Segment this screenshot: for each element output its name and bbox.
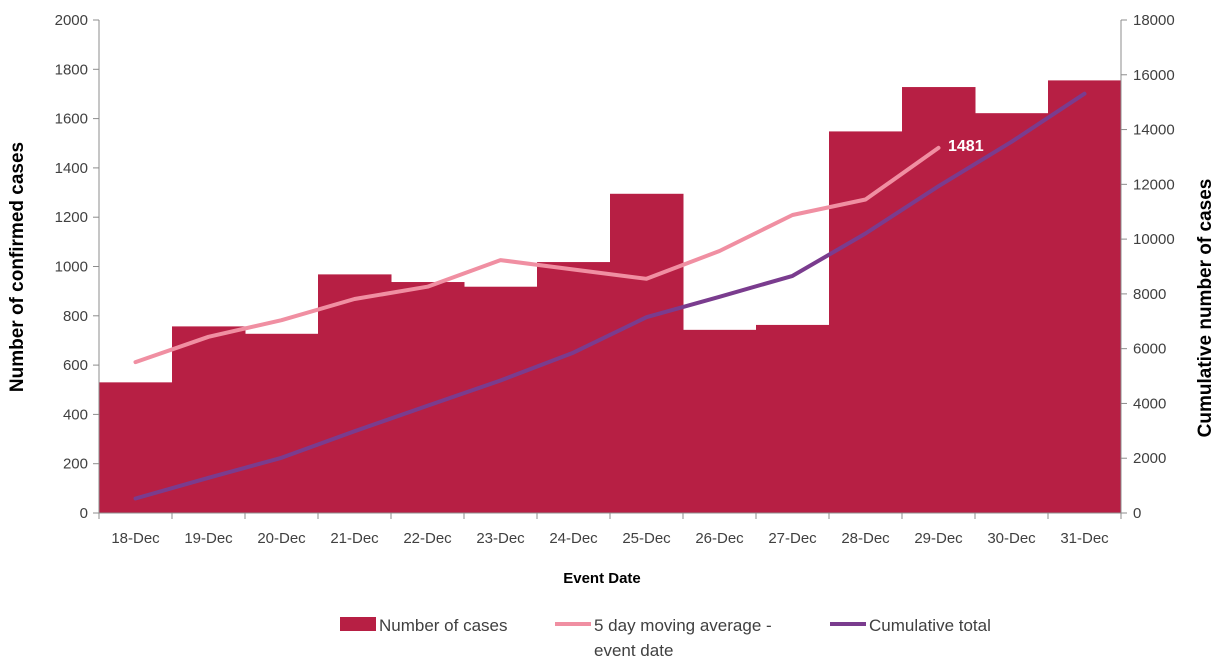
legend-swatch-bar [340,617,376,631]
line-5-day-moving-average-event-date [133,145,941,365]
bar-23-Dec [464,286,538,513]
bar-29-Dec [902,87,976,513]
line-cumulative-total [133,91,1087,501]
legend-label-cases: Number of cases [379,616,508,635]
left-tick-label: 1400 [55,160,88,177]
legend-item-cumulative: Cumulative total [830,616,991,635]
bar-19-Dec [172,326,246,513]
legend-item-moving-average: 5 day moving average - event date [555,616,772,660]
x-tick-label: 26-Dec [695,530,744,547]
left-tick-label: 1600 [55,111,88,128]
bar-21-Dec [318,274,392,513]
right-axis-ticks: 0 2000 4000 6000 8000 10000 12000 14000 16000 180… [1121,12,1175,522]
right-tick-label: 14000 [1133,122,1175,139]
x-tick-label: 22-Dec [403,530,452,547]
bar-25-Dec [610,193,684,513]
legend-label-moving-average-1: 5 day moving average - [594,616,772,635]
x-axis-title: Event Date [563,570,641,587]
x-tick-label: 28-Dec [841,530,890,547]
right-tick-label: 12000 [1133,176,1175,193]
right-tick-label: 0 [1133,505,1141,522]
y-axis-title: Number of confirmed cases [7,142,28,392]
x-tick-label: 23-Dec [476,530,525,547]
x-tick-label: 19-Dec [184,530,233,547]
x-tick-label: 30-Dec [987,530,1036,547]
bar-31-Dec [1048,80,1122,513]
x-axis-ticks: 18-Dec 19-Dec 20-Dec 21-Dec 22-Dec 23-Dec 24-D… [98,513,1122,547]
x-tick-label: 31-Dec [1060,530,1109,547]
x-tick-label: 18-Dec [111,530,160,547]
y2-axis-title: Cumulative number of cases [1195,179,1216,438]
left-tick-label: 800 [63,308,88,325]
bar-series [99,80,1122,513]
left-tick-label: 400 [63,406,88,423]
left-axis-ticks: 0 200 400 600 800 1000 1200 1400 1600 1800 2000 [55,12,99,522]
left-tick-label: 200 [63,456,88,473]
bar-26-Dec [683,329,757,513]
right-tick-label: 16000 [1133,67,1175,84]
bar-18-Dec [99,382,173,513]
left-tick-label: 2000 [55,12,88,29]
bar-30-Dec [975,113,1049,513]
bar-24-Dec [537,262,611,513]
bar-28-Dec [829,131,903,513]
moving-average-annotation: 1481 [948,138,984,155]
right-tick-label: 6000 [1133,341,1166,358]
right-tick-label: 8000 [1133,286,1166,303]
right-tick-label: 4000 [1133,395,1166,412]
left-tick-label: 1000 [55,259,88,276]
x-tick-label: 29-Dec [914,530,963,547]
legend-label-moving-average-2: event date [594,641,673,660]
bar-27-Dec [756,324,830,513]
right-tick-label: 2000 [1133,450,1166,467]
bar-20-Dec [245,333,319,513]
left-tick-label: 600 [63,357,88,374]
x-tick-label: 20-Dec [257,530,306,547]
line-series [133,91,1087,501]
left-tick-label: 1200 [55,209,88,226]
legend-label-cumulative: Cumulative total [869,616,991,635]
left-tick-label: 1800 [55,61,88,78]
x-tick-label: 24-Dec [549,530,598,547]
right-tick-label: 18000 [1133,12,1175,29]
left-tick-label: 0 [80,505,88,522]
x-tick-label: 25-Dec [622,530,671,547]
legend-item-number-of-cases: Number of cases [340,616,508,635]
right-tick-label: 10000 [1133,231,1175,248]
x-tick-label: 27-Dec [768,530,817,547]
legend: Number of cases 5 day moving average - e… [340,616,991,660]
x-tick-label: 21-Dec [330,530,379,547]
